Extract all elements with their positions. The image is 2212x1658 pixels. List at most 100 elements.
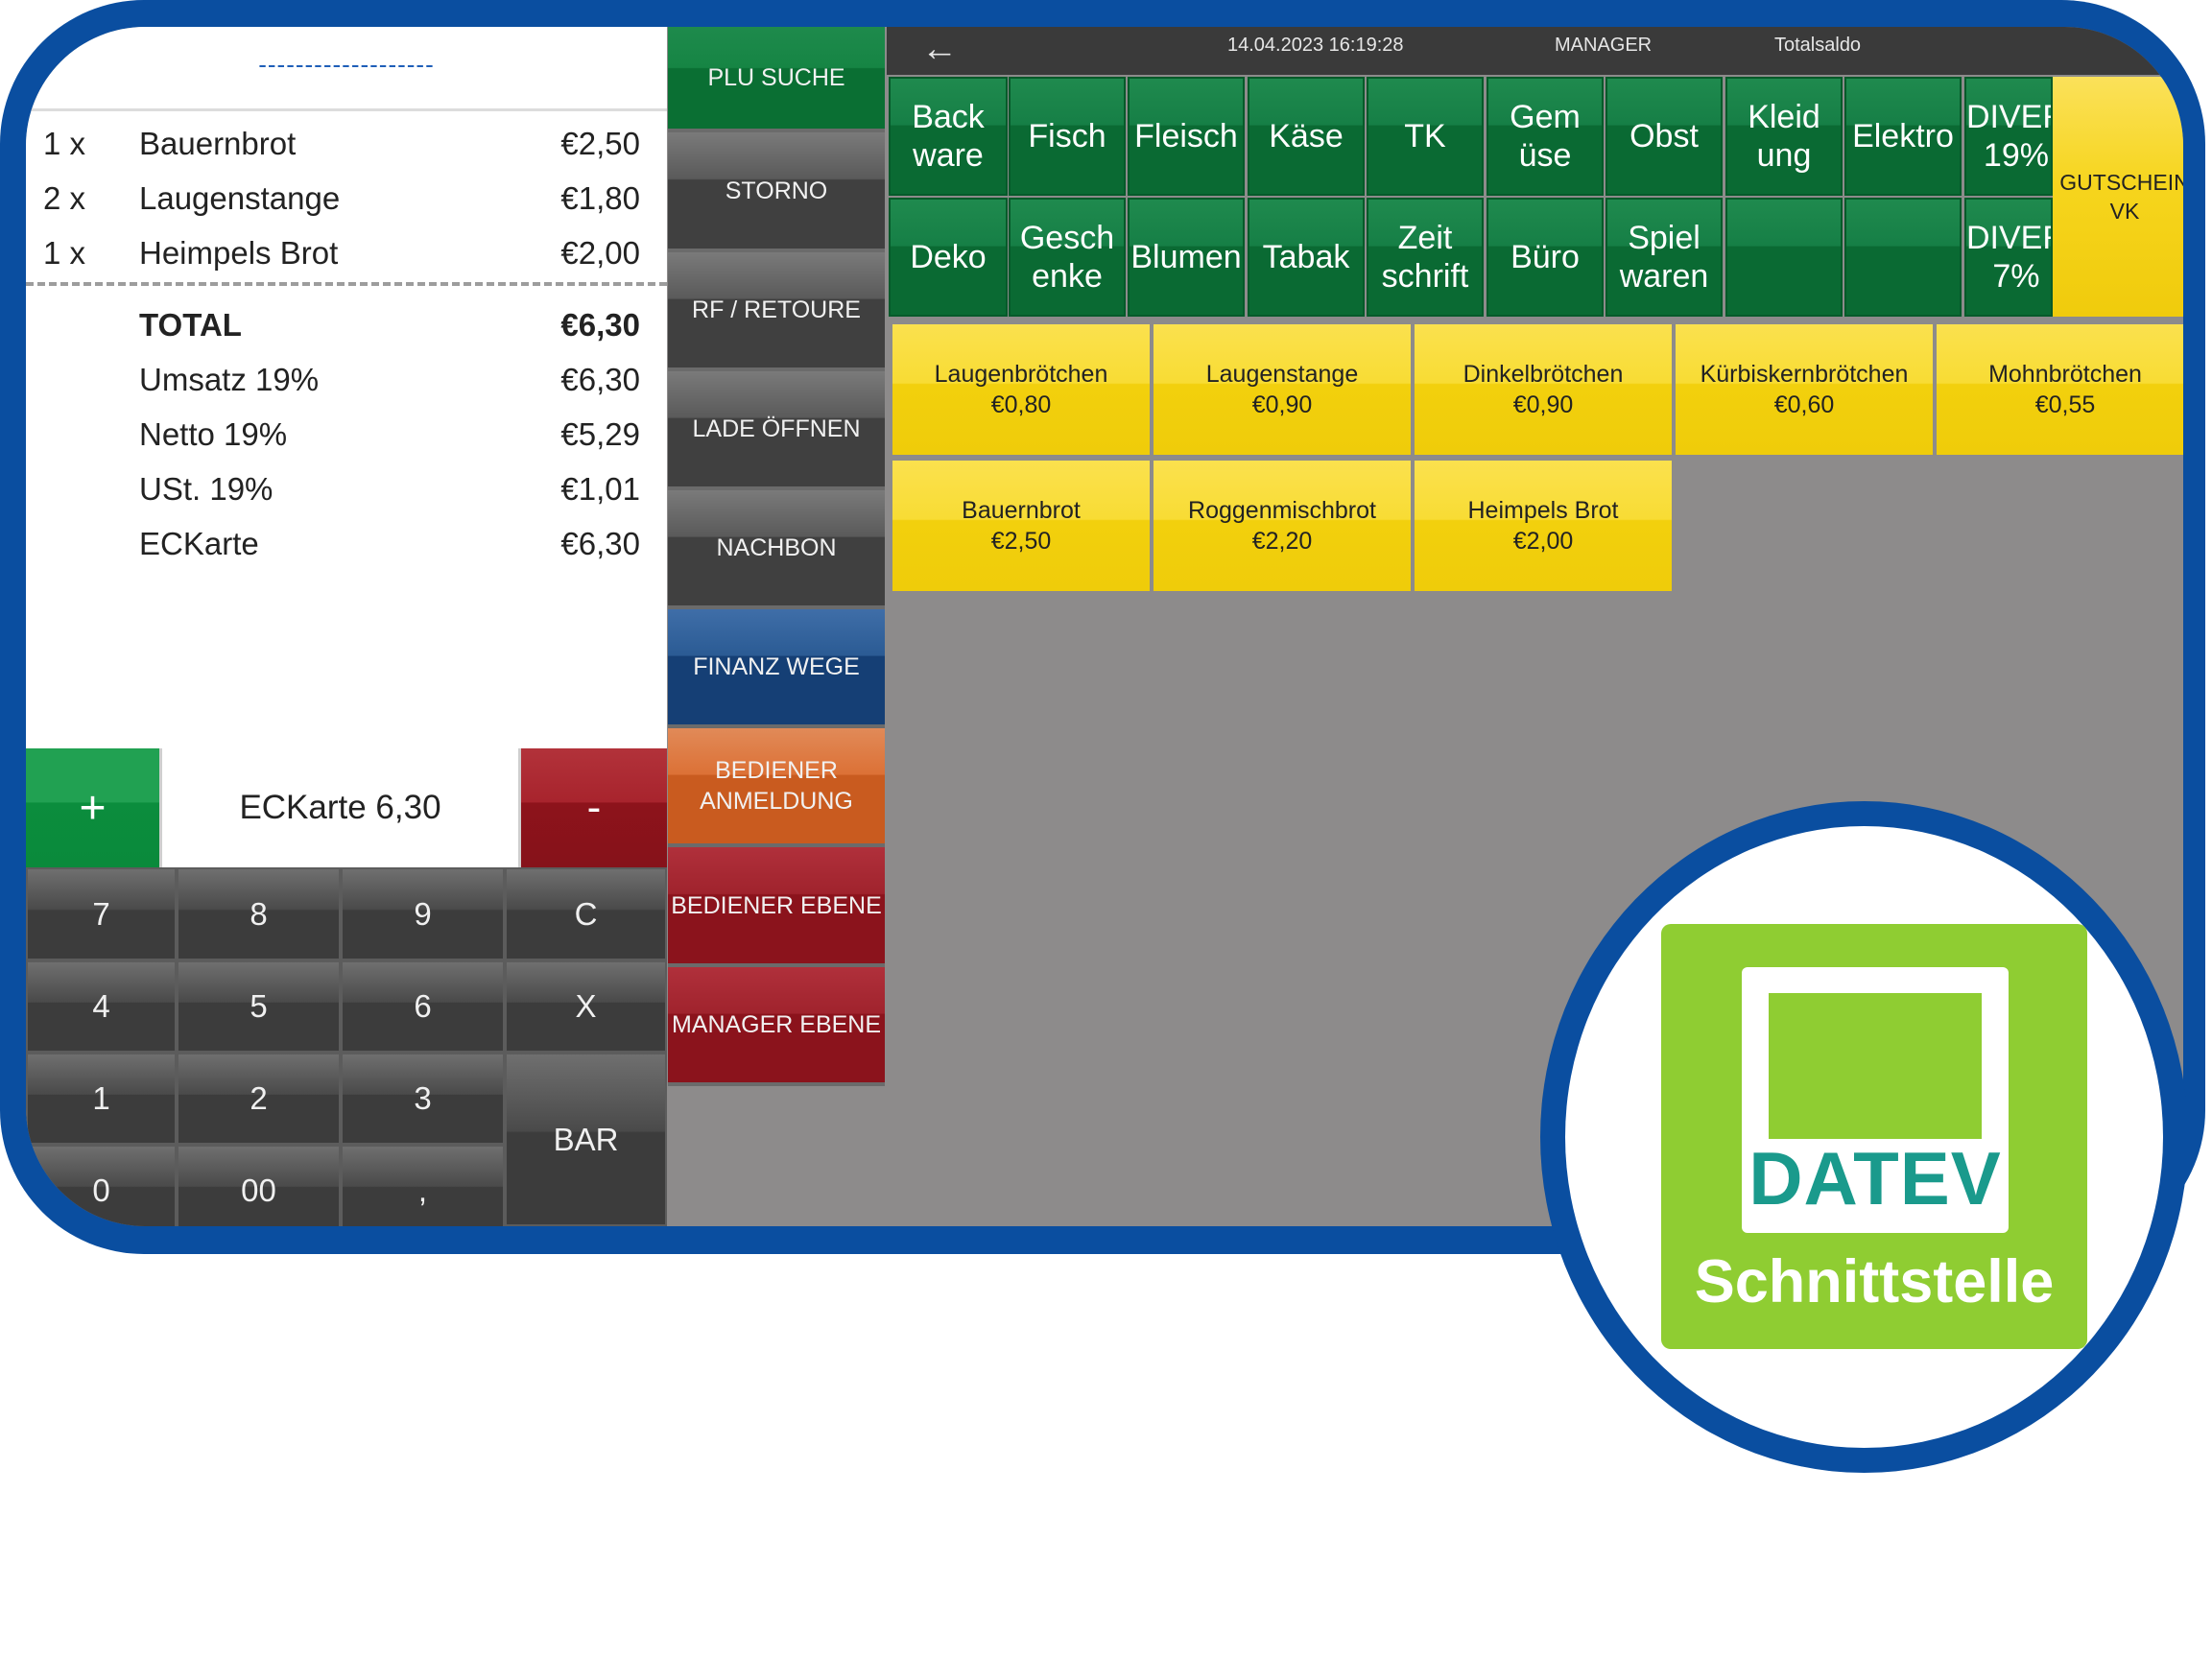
product-tile[interactable]: Mohnbrötchen €0,55 xyxy=(1937,324,2183,455)
item-price: €2,00 xyxy=(560,235,640,271)
reprint-receipt-button[interactable]: NACHBON xyxy=(668,490,885,609)
payment-methods-button[interactable]: FINANZ WEGE xyxy=(668,609,885,728)
category-zeitschrift[interactable]: Zeit schrift xyxy=(1367,198,1484,317)
key-7[interactable]: 7 xyxy=(26,867,177,960)
key-clear[interactable]: C xyxy=(505,867,667,960)
user-role: MANAGER xyxy=(1555,35,1653,56)
item-qty: 1 x xyxy=(43,235,86,271)
category-empty-2[interactable] xyxy=(1844,198,1962,317)
key-multiply[interactable]: X xyxy=(505,960,667,1053)
operator-level-button[interactable]: BEDIENER EBENE xyxy=(668,847,885,967)
summary-value: €5,29 xyxy=(560,416,640,452)
bar-payment-button[interactable]: BAR xyxy=(505,1053,667,1226)
key-9[interactable]: 9 xyxy=(341,867,505,960)
category-elektro[interactable]: Elektro xyxy=(1844,77,1962,196)
product-tile[interactable]: Bauernbrot €2,50 xyxy=(892,461,1150,591)
category-tk[interactable]: TK xyxy=(1367,77,1484,196)
summary-label: ECKarte xyxy=(139,526,259,561)
summary-label: Netto 19% xyxy=(139,416,288,452)
key-6[interactable]: 6 xyxy=(341,960,505,1053)
category-fleisch[interactable]: Fleisch xyxy=(1128,77,1245,196)
key-0[interactable]: 0 xyxy=(26,1145,177,1226)
receipt-line[interactable]: 2 x Laugenstange €1,80 xyxy=(26,173,667,227)
key-comma[interactable]: , xyxy=(341,1145,505,1226)
key-4[interactable]: 4 xyxy=(26,960,177,1053)
category-tabak[interactable]: Tabak xyxy=(1248,198,1365,317)
product-name: Bauernbrot xyxy=(962,497,1081,524)
summary-row: Umsatz 19% €6,30 xyxy=(26,354,667,409)
product-price: €0,80 xyxy=(990,391,1052,418)
item-qty: 1 x xyxy=(43,126,86,161)
category-gemuese[interactable]: Gem üse xyxy=(1487,77,1604,196)
category-diverse-7[interactable]: DIVER 7% xyxy=(1964,198,2053,317)
manager-level-button[interactable]: MANAGER EBENE xyxy=(668,967,885,1086)
category-fisch[interactable]: Fisch xyxy=(1009,77,1126,196)
key-1[interactable]: 1 xyxy=(26,1053,177,1145)
category-geschenke[interactable]: Gesch enke xyxy=(1009,198,1126,317)
category-obst[interactable]: Obst xyxy=(1605,77,1723,196)
arrow-left-icon[interactable]: ← xyxy=(921,29,958,69)
category-deko[interactable]: Deko xyxy=(889,198,1008,317)
receipt-header-dashes: ------------------- xyxy=(258,50,435,79)
storno-button[interactable]: STORNO xyxy=(668,132,885,252)
product-tile[interactable]: Kürbiskernbrötchen €0,60 xyxy=(1676,324,1933,455)
product-price: €0,55 xyxy=(2034,391,2096,418)
product-tile[interactable]: Heimpels Brot €2,00 xyxy=(1415,461,1672,591)
device-frame: ------------------- 1 x Bauernbrot €2,50… xyxy=(0,0,2205,1254)
category-diverse-19[interactable]: DIVER 19% xyxy=(1964,77,2053,196)
category-kaese[interactable]: Käse xyxy=(1248,77,1365,196)
summary-value: €6,30 xyxy=(560,526,640,561)
voucher-sale-button[interactable]: GUTSCHEIN VK xyxy=(2053,77,2183,317)
mode-label: Totalsaldo xyxy=(1774,35,1862,56)
summary-label: USt. 19% xyxy=(139,471,274,507)
plus-button[interactable]: + xyxy=(26,748,159,867)
item-name: Laugenstange xyxy=(139,180,341,216)
minus-button[interactable]: - xyxy=(521,748,667,867)
open-drawer-button[interactable]: LADE ÖFFNEN xyxy=(668,371,885,490)
item-name: Heimpels Brot xyxy=(139,235,339,271)
product-name: Mohnbrötchen xyxy=(1988,361,2142,388)
divider xyxy=(26,108,667,111)
category-empty-1[interactable] xyxy=(1725,198,1843,317)
product-tile[interactable]: Laugenstange €0,90 xyxy=(1154,324,1411,455)
key-8[interactable]: 8 xyxy=(177,867,341,960)
summary-row: USt. 19% €1,01 xyxy=(26,463,667,518)
category-buero[interactable]: Büro xyxy=(1487,198,1604,317)
product-price: €2,20 xyxy=(1251,528,1313,555)
product-name: Kürbiskernbrötchen xyxy=(1700,361,1909,388)
product-tile[interactable]: Laugenbrötchen €0,80 xyxy=(892,324,1150,455)
return-button[interactable]: RF / RETOURE xyxy=(668,252,885,371)
product-name: Laugenstange xyxy=(1205,361,1359,388)
category-blumen[interactable]: Blumen xyxy=(1128,198,1245,317)
product-price: €2,50 xyxy=(990,528,1052,555)
category-spielwaren[interactable]: Spiel waren xyxy=(1605,198,1723,317)
operator-login-button[interactable]: BEDIENER ANMELDUNG xyxy=(668,728,885,847)
receipt-panel: ------------------- 1 x Bauernbrot €2,50… xyxy=(26,27,667,748)
dashed-separator xyxy=(26,282,667,286)
key-5[interactable]: 5 xyxy=(177,960,341,1053)
key-3[interactable]: 3 xyxy=(341,1053,505,1145)
summary-value: €6,30 xyxy=(560,362,640,397)
item-qty: 2 x xyxy=(43,180,86,216)
summary-value: €1,01 xyxy=(560,471,640,507)
product-price: €0,90 xyxy=(1512,391,1574,418)
category-backware[interactable]: Back ware xyxy=(889,77,1008,196)
category-kleidung[interactable]: Kleid ung xyxy=(1725,77,1843,196)
item-name: Bauernbrot xyxy=(139,126,297,161)
key-00[interactable]: 00 xyxy=(177,1145,341,1226)
product-price: €0,90 xyxy=(1251,391,1313,418)
key-2[interactable]: 2 xyxy=(177,1053,341,1145)
product-tile[interactable]: Dinkelbrötchen €0,90 xyxy=(1415,324,1672,455)
total-label: TOTAL xyxy=(139,307,242,343)
product-tile[interactable]: Roggenmischbrot €2,20 xyxy=(1154,461,1411,591)
summary-row: Netto 19% €5,29 xyxy=(26,409,667,463)
empty-slot xyxy=(668,1086,885,1226)
product-name: Heimpels Brot xyxy=(1467,497,1619,524)
interface-caption: Schnittstelle xyxy=(1694,1248,2055,1315)
summary-label: Umsatz 19% xyxy=(139,362,320,397)
datev-logo-square xyxy=(1769,993,1982,1139)
receipt-line[interactable]: 1 x Heimpels Brot €2,00 xyxy=(26,227,667,282)
datetime: 14.04.2023 16:19:28 xyxy=(1227,35,1404,56)
receipt-line[interactable]: 1 x Bauernbrot €2,50 xyxy=(26,118,667,173)
plu-search-button[interactable]: PLU SUCHE xyxy=(668,27,885,132)
